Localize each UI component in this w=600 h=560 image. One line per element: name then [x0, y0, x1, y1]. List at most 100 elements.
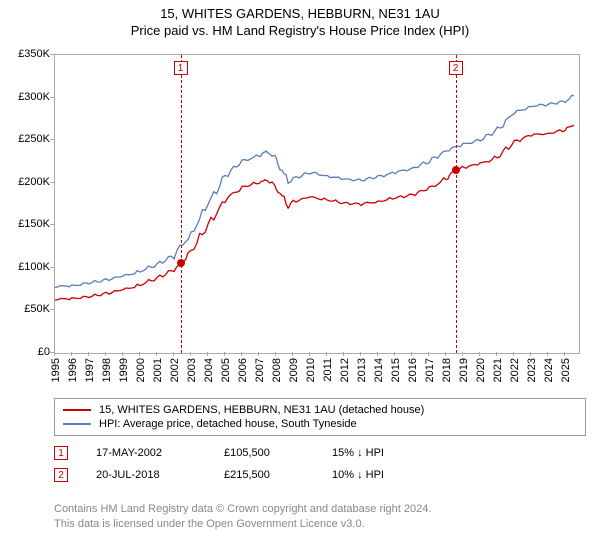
xtick-label: 2025	[560, 358, 572, 382]
event-diff-2: 10% ↓ HPI	[332, 469, 432, 481]
ytick-mark	[50, 182, 54, 183]
xtick-mark	[411, 352, 412, 356]
footer: Contains HM Land Registry data © Crown c…	[54, 502, 431, 532]
xtick-label: 2006	[237, 358, 249, 382]
xtick-mark	[343, 352, 344, 356]
xtick-mark	[394, 352, 395, 356]
event-num-2: 2	[54, 468, 68, 482]
event-row-1: 117-MAY-2002£105,50015% ↓ HPI	[54, 442, 432, 464]
chart-subtitle: Price paid vs. HM Land Registry's House …	[0, 21, 600, 38]
xtick-mark	[88, 352, 89, 356]
xtick-mark	[462, 352, 463, 356]
xtick-mark	[275, 352, 276, 356]
event-line-1	[181, 55, 182, 353]
xtick-label: 2022	[509, 358, 521, 382]
xtick-mark	[156, 352, 157, 356]
xtick-mark	[377, 352, 378, 356]
xtick-mark	[54, 352, 55, 356]
xtick-label: 2004	[203, 358, 215, 382]
xtick-label: 1996	[67, 358, 79, 382]
xtick-label: 2011	[322, 358, 334, 382]
xtick-mark	[122, 352, 123, 356]
ytick-mark	[50, 224, 54, 225]
chart-title: 15, WHITES GARDENS, HEBBURN, NE31 1AU	[0, 0, 600, 21]
xtick-mark	[241, 352, 242, 356]
xtick-label: 2002	[169, 358, 181, 382]
event-date-1: 17-MAY-2002	[96, 447, 196, 459]
footer-line-2: This data is licensed under the Open Gov…	[54, 517, 431, 532]
xtick-mark	[105, 352, 106, 356]
xtick-mark	[479, 352, 480, 356]
footer-line-1: Contains HM Land Registry data © Crown c…	[54, 502, 431, 517]
chart-panel: 12 £0£50K£100K£150K£200K£250K£300K£350K …	[10, 44, 590, 394]
xtick-label: 2024	[543, 358, 555, 382]
ytick-mark	[50, 309, 54, 310]
series-hpi	[55, 95, 574, 287]
xtick-mark	[139, 352, 140, 356]
xtick-mark	[326, 352, 327, 356]
events-table: 117-MAY-2002£105,50015% ↓ HPI220-JUL-201…	[54, 442, 432, 486]
event-price-2: £215,500	[224, 469, 304, 481]
event-dot-1	[177, 259, 185, 267]
xtick-mark	[309, 352, 310, 356]
ytick-label: £0	[38, 346, 50, 358]
ytick-label: £350K	[18, 48, 50, 60]
legend-swatch-1	[63, 409, 91, 411]
xtick-mark	[360, 352, 361, 356]
xtick-mark	[445, 352, 446, 356]
xtick-label: 2023	[526, 358, 538, 382]
xtick-label: 2013	[356, 358, 368, 382]
ytick-mark	[50, 267, 54, 268]
event-diff-1: 15% ↓ HPI	[332, 447, 432, 459]
xtick-label: 2008	[271, 358, 283, 382]
xtick-mark	[428, 352, 429, 356]
xtick-label: 1995	[50, 358, 62, 382]
xtick-label: 2015	[390, 358, 402, 382]
xtick-label: 2014	[373, 358, 385, 382]
xtick-label: 2000	[135, 358, 147, 382]
legend-row-2: HPI: Average price, detached house, Sout…	[63, 417, 577, 431]
xtick-label: 2016	[407, 358, 419, 382]
event-marker-1: 1	[174, 61, 188, 75]
xtick-mark	[547, 352, 548, 356]
event-row-2: 2 20-JUL-2018 £215,500 10% ↓ HPI	[54, 464, 432, 486]
ytick-label: £250K	[18, 133, 50, 145]
xtick-mark	[258, 352, 259, 356]
xtick-label: 2003	[186, 358, 198, 382]
xtick-mark	[513, 352, 514, 356]
xtick-label: 2017	[424, 358, 436, 382]
event-price-1: £105,500	[224, 447, 304, 459]
xtick-label: 2005	[220, 358, 232, 382]
legend-panel: 15, WHITES GARDENS, HEBBURN, NE31 1AU (d…	[54, 398, 586, 436]
event-dot-2	[452, 166, 460, 174]
xtick-mark	[207, 352, 208, 356]
xtick-label: 2012	[339, 358, 351, 382]
xtick-label: 2010	[305, 358, 317, 382]
xtick-label: 1997	[84, 358, 96, 382]
ytick-mark	[50, 54, 54, 55]
xtick-label: 1999	[118, 358, 130, 382]
legend-label-2: HPI: Average price, detached house, Sout…	[99, 418, 357, 430]
xtick-mark	[190, 352, 191, 356]
xtick-label: 2009	[288, 358, 300, 382]
ytick-label: £50K	[24, 303, 50, 315]
plot-area: 12	[54, 54, 580, 354]
event-date-2: 20-JUL-2018	[96, 469, 196, 481]
xtick-mark	[71, 352, 72, 356]
xtick-mark	[496, 352, 497, 356]
legend-swatch-2	[63, 423, 91, 425]
event-marker-2: 2	[449, 61, 463, 75]
legend-box: 15, WHITES GARDENS, HEBBURN, NE31 1AU (d…	[54, 398, 586, 436]
legend-row-1: 15, WHITES GARDENS, HEBBURN, NE31 1AU (d…	[63, 403, 577, 417]
event-line-2	[456, 55, 457, 353]
xtick-mark	[292, 352, 293, 356]
ytick-mark	[50, 139, 54, 140]
xtick-label: 1998	[101, 358, 113, 382]
xtick-mark	[564, 352, 565, 356]
ytick-label: £150K	[18, 218, 50, 230]
xtick-mark	[530, 352, 531, 356]
ytick-label: £200K	[18, 176, 50, 188]
legend-label-1: 15, WHITES GARDENS, HEBBURN, NE31 1AU (d…	[99, 404, 424, 416]
xtick-mark	[173, 352, 174, 356]
ytick-mark	[50, 97, 54, 98]
